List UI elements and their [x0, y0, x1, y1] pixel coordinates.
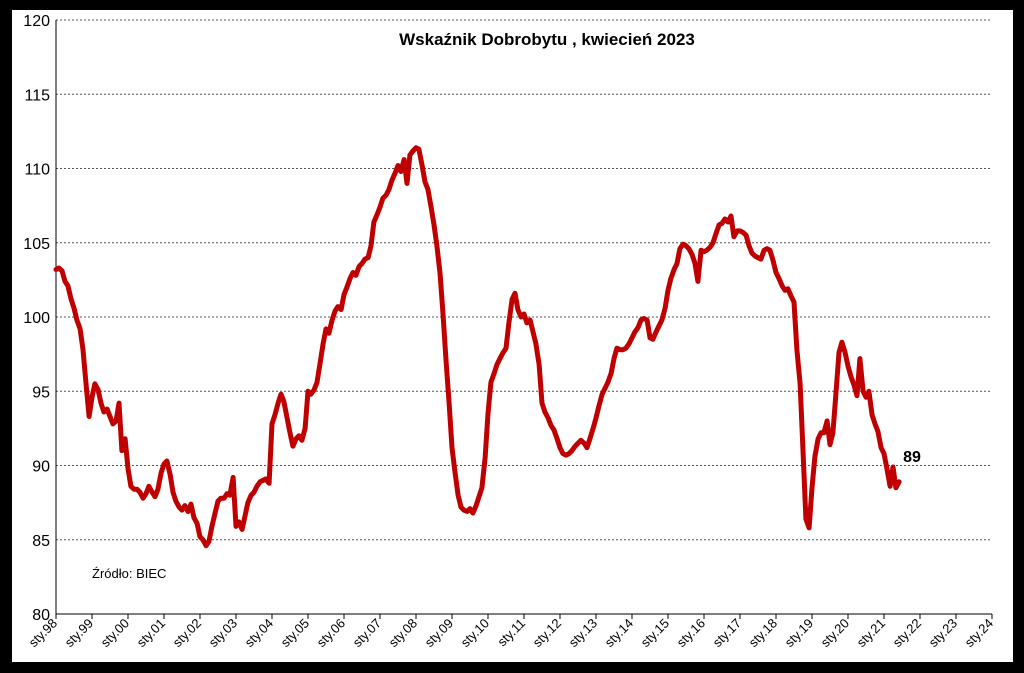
x-tick-label: sty.13 — [566, 616, 600, 650]
end-value-label: 89 — [903, 449, 921, 466]
x-tick-label: sty.07 — [350, 616, 384, 650]
y-tick-label: 95 — [32, 384, 50, 401]
x-tick-label: sty.14 — [602, 616, 636, 650]
x-tick-label: sty.00 — [98, 616, 132, 650]
y-tick-label: 80 — [32, 607, 50, 624]
x-tick-label: sty.11 — [494, 616, 528, 650]
x-tick-label: sty.21 — [854, 616, 888, 650]
x-tick-label: sty.01 — [134, 616, 168, 650]
x-tick-label: sty.08 — [386, 616, 420, 650]
x-tick-label: sty.10 — [458, 616, 492, 650]
chart-title: Wskaźnik Dobrobytu , kwiecień 2023 — [399, 30, 695, 49]
y-tick-label: 105 — [23, 236, 50, 253]
x-tick-label: sty.23 — [926, 616, 960, 650]
x-tick-label: sty.20 — [818, 616, 852, 650]
grid-lines — [56, 19, 992, 541]
y-tick-label: 90 — [32, 459, 50, 476]
axes — [55, 20, 993, 619]
y-tick-labels: 80 85 90 95 100 105 110 115 120 — [23, 13, 50, 624]
x-tick-label: sty.17 — [710, 616, 744, 650]
x-tick-label: sty.99 — [62, 616, 96, 650]
x-tick-label: sty.24 — [962, 616, 996, 650]
x-tick-label: sty.09 — [422, 616, 456, 650]
x-tick-label: sty.06 — [314, 616, 348, 650]
y-tick-label: 100 — [23, 310, 50, 327]
y-tick-label: 85 — [32, 533, 50, 550]
y-tick-label: 115 — [24, 87, 50, 104]
x-tick-label: sty.16 — [674, 616, 708, 650]
series-line — [53, 145, 902, 549]
y-tick-label: 120 — [23, 13, 50, 30]
x-tick-label: sty.05 — [278, 616, 312, 650]
x-tick-label: sty.15 — [638, 616, 672, 650]
chart-svg: 80 85 90 95 100 105 110 115 120 sty.98 sty.99 sty.… — [23, 13, 996, 650]
x-tick-label: sty.03 — [206, 616, 240, 650]
x-tick-label: sty.19 — [782, 616, 816, 650]
x-tick-label: sty.12 — [530, 616, 564, 650]
x-tick-labels: sty.98 sty.99 sty.00 sty.01 sty.02 sty.03 sty.… — [26, 616, 996, 650]
x-tick-label: sty.18 — [746, 616, 780, 650]
x-tick-label: sty.02 — [170, 616, 204, 650]
x-tick-label: sty.22 — [890, 616, 924, 650]
y-tick-label: 110 — [24, 162, 50, 179]
source-note: Źródło: BIEC — [92, 566, 166, 581]
chart-frame: 80 85 90 95 100 105 110 115 120 sty.98 sty.99 sty.… — [12, 10, 1013, 662]
x-tick-label: sty.04 — [242, 616, 276, 650]
